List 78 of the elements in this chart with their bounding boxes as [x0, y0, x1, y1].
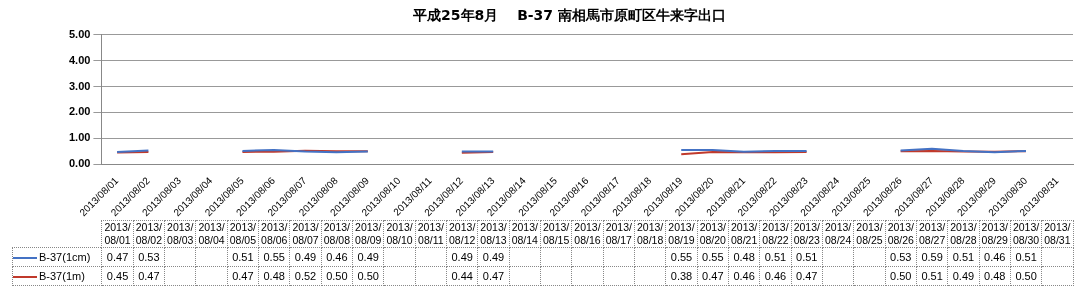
data-label: 0.47 [101, 247, 134, 267]
y-tick-label: 1.00 [68, 131, 91, 144]
y-tick-label: 3.00 [68, 79, 91, 92]
data-label: 0.51 [227, 247, 259, 267]
data-label: 0.51 [759, 247, 792, 267]
category-label: 2013/08/25 [856, 221, 883, 246]
data-label: 0.47 [133, 266, 165, 286]
data-label: 0.46 [979, 247, 1011, 267]
category-label: 2013/08/17 [605, 221, 632, 246]
category-label: 2013/08/13 [480, 221, 507, 246]
data-label: 0.49 [352, 247, 384, 267]
y-tick-label: 2.00 [68, 105, 91, 118]
category-label: 2013/08/03 [167, 221, 194, 246]
category-label: 2013/08/10 [386, 221, 413, 246]
data-label: 0.48 [258, 266, 290, 286]
category-label: 2013/08/06 [261, 221, 288, 246]
category-label: 2013/08/14 [511, 221, 538, 246]
category-label: 2013/08/19 [668, 221, 695, 246]
data-label: 0.46 [728, 266, 760, 286]
data-label: 0.50 [1010, 266, 1042, 286]
category-label: 2013/08/29 [981, 221, 1008, 246]
data-label: 0.59 [916, 247, 948, 267]
data-label: 0.45 [101, 266, 134, 286]
category-label: 2013/08/23 [793, 221, 820, 246]
category-label: 2013/08/08 [323, 221, 350, 246]
data-label: 0.49 [477, 247, 510, 267]
data-label: 0.49 [446, 247, 478, 267]
data-label: 0.49 [947, 266, 980, 286]
category-label: 2013/08/07 [292, 221, 319, 246]
data-label: 0.51 [916, 266, 948, 286]
data-label: 0.49 [289, 247, 322, 267]
data-label: 0.46 [321, 247, 353, 267]
data-label: 0.52 [289, 266, 322, 286]
category-label: 2013/08/15 [543, 221, 570, 246]
data-label: 0.55 [697, 247, 729, 267]
data-label: 0.55 [258, 247, 290, 267]
category-label: 2013/08/16 [574, 221, 601, 246]
category-label: 2013/08/31 [1044, 221, 1071, 246]
data-label: 0.48 [979, 266, 1011, 286]
y-tick-label: 0.00 [68, 157, 91, 170]
data-label: 0.47 [697, 266, 729, 286]
category-label: 2013/08/05 [229, 221, 257, 246]
category-label: 2013/08/20 [699, 221, 726, 246]
data-label: 0.51 [947, 247, 980, 267]
category-label: 2013/08/28 [950, 221, 977, 246]
category-label: 2013/08/27 [918, 221, 946, 246]
legend-label: B-37(1m) [12, 266, 102, 286]
legend-label: B-37(1cm) [12, 247, 102, 267]
category-label: 2013/08/30 [1012, 221, 1040, 246]
data-label: 0.50 [352, 266, 384, 286]
data-label: 0.53 [133, 247, 165, 267]
data-label: 0.44 [446, 266, 478, 286]
data-label: 0.51 [1010, 247, 1042, 267]
data-label: 0.38 [665, 266, 698, 286]
category-label: 2013/08/24 [824, 221, 852, 246]
data-label: 0.47 [791, 266, 823, 286]
y-tick-label: 5.00 [68, 27, 91, 40]
category-label: 2013/08/18 [637, 221, 664, 246]
data-label: 0.47 [477, 266, 510, 286]
category-label: 2013/08/09 [355, 221, 382, 246]
category-label: 2013/08/02 [135, 221, 163, 246]
category-label: 2013/08/11 [417, 221, 444, 246]
data-label: 0.50 [885, 266, 917, 286]
data-label: 0.46 [759, 266, 792, 286]
data-label: 0.50 [321, 266, 353, 286]
data-label: 0.48 [728, 247, 760, 267]
category-label: 2013/08/26 [887, 221, 914, 246]
data-label: 0.51 [791, 247, 823, 267]
chart-title: 平成25年8月 B-37 南相馬市原町区牛来字出口 [412, 7, 726, 24]
data-label: 0.47 [227, 266, 259, 286]
data-label: 0.53 [885, 247, 917, 267]
category-label: 2013/08/22 [762, 221, 789, 246]
y-tick-label: 4.00 [68, 53, 91, 66]
category-label: 2013/08/12 [449, 221, 476, 246]
category-label: 2013/08/01 [104, 221, 131, 246]
category-label: 2013/08/04 [198, 221, 225, 246]
category-label: 2013/08/21 [730, 221, 758, 246]
data-label: 0.55 [665, 247, 698, 267]
